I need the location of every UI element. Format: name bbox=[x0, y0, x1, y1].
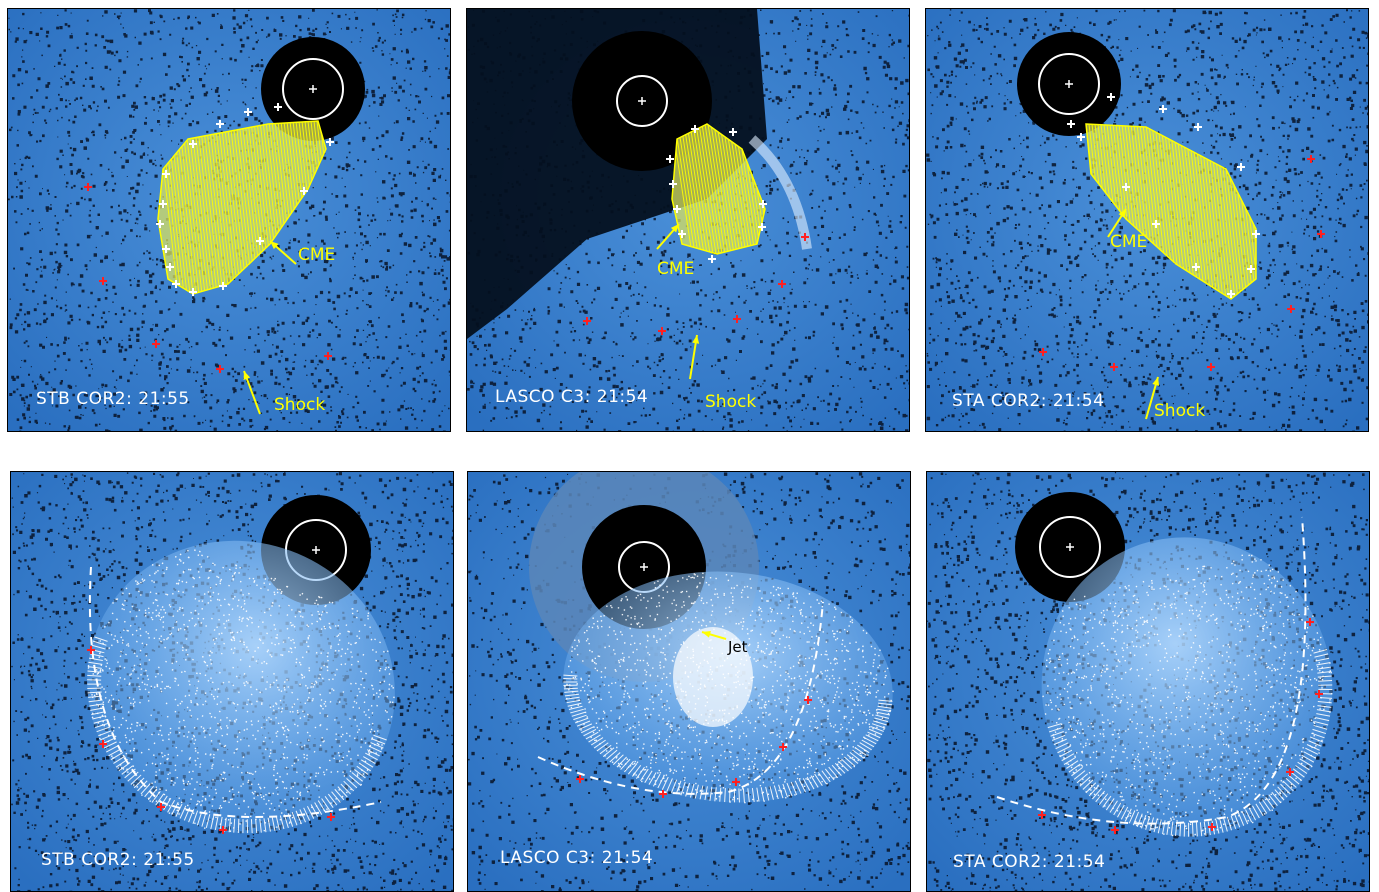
noise-speckle bbox=[926, 9, 1368, 431]
panel-lasco-c3-shock: Jet LASCO C3: 21:54 bbox=[467, 471, 911, 892]
shock-fit-markers bbox=[84, 183, 332, 373]
shock-model-fill bbox=[87, 540, 395, 834]
shock-fit-markers bbox=[1039, 155, 1325, 371]
cme-annotation: CME bbox=[1110, 232, 1148, 252]
sun-center-icon bbox=[312, 546, 320, 554]
shock-annotation: Shock bbox=[705, 392, 757, 412]
sun-limb-circle bbox=[1038, 53, 1100, 115]
cme-fit-markers bbox=[156, 103, 334, 296]
shock-annotation: Shock bbox=[274, 395, 326, 415]
coronagraph-image bbox=[468, 472, 910, 891]
shock-annotation: Shock bbox=[1154, 401, 1206, 421]
shock-mesh-dots bbox=[87, 549, 395, 833]
sun-center-icon bbox=[638, 97, 646, 105]
shock-rim-lines bbox=[563, 674, 893, 803]
panel-stb-cor2-shock: STB COR2: 21:55 bbox=[10, 471, 454, 892]
shock-rim-lines bbox=[87, 636, 387, 834]
coronagraph-image bbox=[926, 9, 1368, 431]
panel-label: STA COR2: 21:54 bbox=[952, 391, 1105, 411]
shock-fit-markers bbox=[576, 696, 812, 798]
sun-limb-circle bbox=[1039, 516, 1101, 578]
panel-sta-cor2-cme: CME Shock STA COR2: 21:54 bbox=[925, 8, 1369, 432]
panel-label: STA COR2: 21:54 bbox=[953, 852, 1106, 872]
shock-arrow-head bbox=[692, 335, 700, 344]
cme-model-outline bbox=[671, 123, 766, 255]
panel-label: STB COR2: 21:55 bbox=[41, 850, 195, 870]
coronagraph-image bbox=[467, 9, 909, 431]
shock-fit-markers bbox=[583, 233, 809, 335]
shock-model-fill bbox=[1041, 537, 1333, 837]
shock-fit-dashed-line bbox=[88, 566, 382, 818]
sun-center-icon bbox=[1066, 543, 1074, 551]
cme-arrow-head bbox=[270, 241, 279, 250]
jet-annotation: Jet bbox=[728, 638, 748, 656]
panel-sta-cor2-shock: STA COR2: 21:54 bbox=[926, 471, 1370, 892]
shock-arrow-head bbox=[1152, 377, 1160, 386]
panel-label: STB COR2: 21:55 bbox=[36, 389, 190, 409]
cme-model-outline bbox=[157, 120, 327, 295]
noise-speckle bbox=[11, 472, 453, 891]
sun-center-icon bbox=[1065, 80, 1073, 88]
coronagraph-image bbox=[11, 472, 453, 891]
cme-annotation: CME bbox=[298, 245, 336, 265]
cme-arrow-head bbox=[670, 224, 679, 233]
shock-model-mesh bbox=[87, 540, 395, 834]
sun-limb-circle bbox=[616, 75, 668, 127]
shock-model-mesh bbox=[1041, 537, 1333, 837]
bright-jet bbox=[673, 627, 753, 727]
panel-label: LASCO C3: 21:54 bbox=[500, 848, 654, 868]
sun-center-icon bbox=[309, 85, 317, 93]
cme-fit-markers bbox=[666, 125, 767, 263]
shock-arrow-head bbox=[243, 371, 251, 380]
panel-label: LASCO C3: 21:54 bbox=[495, 387, 649, 407]
cme-model-outline bbox=[1085, 123, 1257, 300]
cme-fit-markers bbox=[1067, 93, 1260, 298]
panel-lasco-c3-cme: CME Shock LASCO C3: 21:54 bbox=[466, 8, 910, 432]
sun-center-icon bbox=[640, 563, 648, 571]
cme-arrow-head bbox=[1118, 209, 1126, 218]
shock-fit-dashed-line bbox=[996, 516, 1307, 825]
coronagraph-image bbox=[8, 9, 450, 431]
shock-fit-markers bbox=[1038, 618, 1323, 834]
panel-stb-cor2-cme: CME Shock STB COR2: 21:55 bbox=[7, 8, 451, 432]
noise-speckle bbox=[927, 472, 1369, 891]
jet-arrow-head bbox=[702, 630, 711, 638]
sun-limb-circle bbox=[282, 58, 344, 120]
shock-fit-markers bbox=[87, 646, 335, 834]
coronagraph-image bbox=[927, 472, 1369, 891]
cme-annotation: CME bbox=[657, 259, 695, 279]
